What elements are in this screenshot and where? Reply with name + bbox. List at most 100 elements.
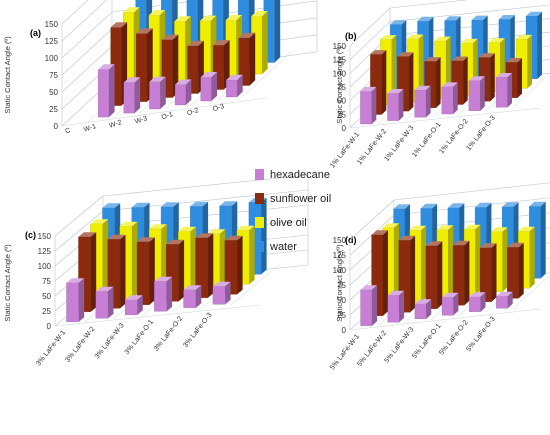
x-tick-label: 3% LaFe-W-2 [64,326,96,364]
y-tick-label: 100 [38,262,52,271]
bar-front-face [387,295,400,323]
bar [238,32,256,86]
bar [468,76,485,111]
floor-edge [61,97,268,127]
bar-front-face [441,86,454,115]
bar [212,281,231,305]
y-tick-label: 150 [333,42,347,51]
panel-label: (c) [25,230,36,240]
bar [495,73,512,108]
floor-gridline [512,72,550,109]
gridline [349,199,395,241]
bar-front-face [183,289,197,308]
bar-top-face [107,234,126,240]
bar-side-face [249,32,256,86]
bar-side-face [480,76,485,111]
legend-label: hexadecane [270,169,330,181]
bar-top-face [360,86,377,92]
bar-side-face [399,290,405,323]
gridline [54,195,104,237]
bar [441,292,459,316]
bar [124,295,143,315]
bar-top-face [442,292,459,298]
bar [154,276,173,312]
bar-side-face [207,233,214,298]
y-tick-label: 125 [333,251,347,260]
bar [149,76,166,110]
x-tick-label: 5% LaFe-W-3 [383,326,415,364]
y-tick-label: 75 [337,281,346,290]
bar-top-face [131,202,150,208]
bar [387,89,404,121]
bar [123,77,141,114]
floor-edge [349,308,541,331]
bar-side-face [426,299,432,319]
bar-side-face [529,226,535,289]
bar-top-face [469,292,486,297]
bar-top-face [491,227,508,232]
bar-top-face [502,202,519,207]
bar-top-face [478,53,495,58]
bar-front-face [414,303,427,319]
bar-top-face [90,219,109,224]
y-tick-label: 150 [38,232,52,241]
bar-side-face [237,74,243,97]
bar-top-face [420,203,438,209]
bar-side-face [410,235,416,313]
x-tick-label: O-3 [212,103,225,113]
bar-top-face [224,235,243,241]
bar-front-face [124,299,138,315]
bar-top-face [447,203,465,208]
x-tick-label: C [64,127,71,135]
bar-top-face [200,72,218,78]
bar-side-face [518,242,524,299]
bar-top-face [148,10,166,16]
legend-swatch [255,169,264,180]
y-tick-label: 0 [47,322,52,331]
y-tick-label: 125 [333,56,347,65]
panel-label: (b) [345,31,357,41]
bar [414,85,431,118]
gridline [349,21,391,60]
bar-top-face [161,34,179,40]
bar-front-face [441,297,454,316]
bar-top-face [178,226,197,232]
bar-side-face [166,276,173,312]
gridline [102,174,309,197]
bar-top-face [475,202,492,208]
bars [360,201,546,326]
bar-top-face [95,286,114,292]
floor-gridline [230,264,279,306]
bar-side-face [120,234,126,309]
bar-front-face [212,286,226,305]
x-tick-label: 5% LaFe-O-1 [411,323,442,361]
bar-top-face [102,203,121,208]
bar-top-face [190,201,209,207]
x-tick-label: O-1 [161,111,174,121]
bar-front-face [226,79,238,98]
bar-top-face [136,28,153,34]
bar-top-face [161,202,179,207]
x-tick-label: 1% LaFe-W-3 [383,125,415,163]
y-tick-label: 50 [337,97,346,106]
bar [224,235,243,295]
bar [226,74,243,98]
y-tick-label: 25 [337,110,346,119]
bars [98,0,281,118]
bar-front-face [200,77,212,102]
bar-side-face [507,291,513,309]
bar-front-face [495,77,508,108]
bar-side-face [437,241,443,309]
y-tick-label: 25 [337,311,346,320]
bar-side-face [398,89,404,121]
gridline [61,45,113,93]
y-axis-title: Static Contact Angle (º) [335,244,344,322]
bar [425,241,443,309]
bar-top-face [360,285,377,290]
bar-front-face [66,282,79,322]
bar-top-face [149,224,167,229]
y-tick-label: 125 [45,37,59,46]
bar-top-face [468,76,485,81]
bar-front-face [98,69,110,118]
bar-side-face [383,230,388,316]
